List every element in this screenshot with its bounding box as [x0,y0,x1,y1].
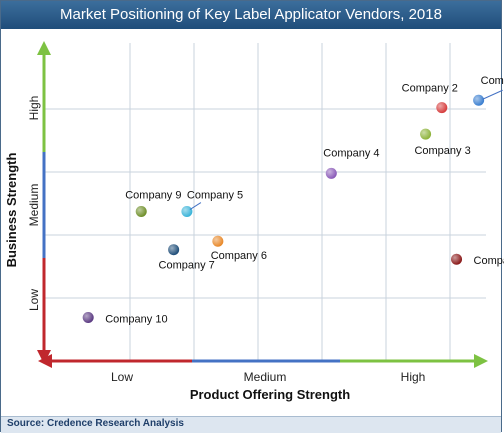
x-axis-arrow-icon [474,354,488,368]
point-highlight-company-7 [168,244,180,256]
point-label-company-3: Company 3 [414,145,470,157]
y-tick-label-low: Low [27,289,41,311]
y-axis-title: Business Strength [4,153,19,268]
y-tick-label-medium: Medium [27,184,41,227]
point-highlight-company-3 [420,128,432,140]
leader-line-company-5 [189,202,202,210]
point-label-company-6: Company 6 [211,250,267,262]
point-label-company-1: Company 1 [481,75,504,87]
point-label-company-9: Company 9 [125,190,181,202]
tick-labels: Low Medium High Low Medium High [27,96,425,384]
data-point-company-3: Company 3 [414,128,471,157]
data-point-company-7: Company 7 [159,244,215,272]
point-highlight-company-6 [212,235,224,247]
point-highlight-company-8 [451,253,463,265]
point-highlight-company-4 [325,167,337,179]
data-point-company-1: Company 1 [473,75,504,106]
data-point-company-2: Company 2 [402,83,458,114]
point-label-company-2: Company 2 [402,83,458,95]
point-label-company-8: Company 8 [474,255,504,267]
data-point-company-4: Company 4 [323,147,380,179]
point-highlight-company-5 [181,206,193,218]
data-point-company-9: Company 9 [125,190,182,218]
data-point-company-6: Company 6 [211,235,267,262]
chart-title: Market Positioning of Key Label Applicat… [1,1,501,29]
point-highlight-company-9 [135,206,147,218]
source-note: Source: Credence Research Analysis [7,418,184,429]
x-axis-left-arrow-icon [38,354,52,368]
axes [37,41,488,368]
x-tick-label-medium: Medium [244,370,287,384]
y-axis-arrow-icon [37,41,51,55]
point-label-company-5: Company 5 [187,190,243,202]
data-point-company-8: Company 8 [451,253,504,267]
axis-titles: Product Offering Strength Business Streng… [4,153,350,402]
data-point-company-5: Company 5 [181,190,243,218]
data-points: Company 1 Company 2 Company 3 Company 4 Comp… [82,75,504,326]
grid [44,43,486,361]
point-label-company-4: Company 4 [323,147,379,159]
y-axis-down-arrow-icon [37,350,51,364]
y-tick-label-high: High [27,96,41,121]
x-axis-title: Product Offering Strength [190,387,350,402]
point-highlight-company-2 [436,102,448,114]
point-highlight-company-1 [473,94,485,106]
data-point-company-10: Company 10 [82,312,168,326]
point-label-company-10: Company 10 [105,314,167,326]
point-label-company-7: Company 7 [159,260,215,272]
point-highlight-company-10 [82,312,94,324]
x-tick-label-high: High [401,370,426,384]
x-tick-label-low: Low [111,370,133,384]
footer: Source: Credence Research Analysis [1,416,501,433]
leader-line-company-1 [482,89,503,100]
